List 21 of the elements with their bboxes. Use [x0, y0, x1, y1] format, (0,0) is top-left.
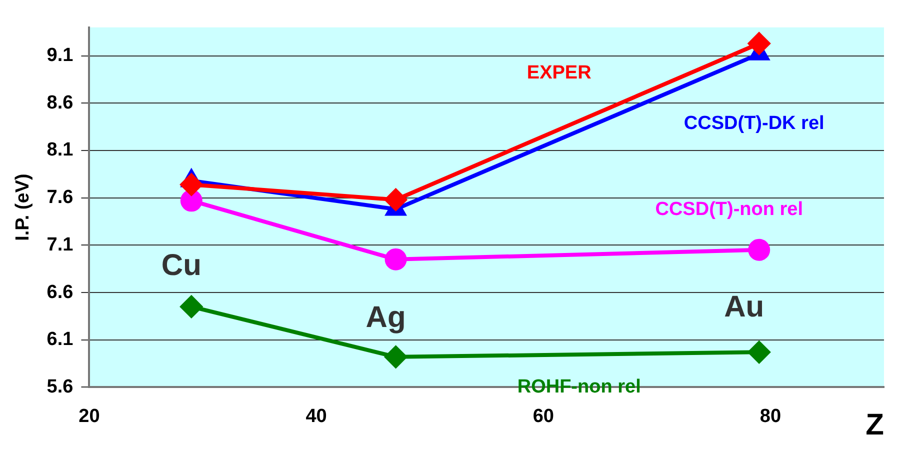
x-tick-label: 40 [306, 406, 327, 427]
y-axis-title: I.P. (eV) [12, 174, 34, 241]
y-tick-label: 7.6 [46, 187, 74, 208]
y-tick-label: 8.1 [46, 140, 74, 161]
annotation: Cu [161, 248, 202, 282]
series-label: EXPER [526, 62, 592, 84]
annotation: Au [724, 290, 764, 324]
y-tick-label: 6.6 [46, 282, 74, 303]
x-axis-title: Z [866, 408, 884, 442]
annotation: Ag [366, 301, 406, 334]
x-tick-label: 20 [78, 406, 100, 427]
y-tick-label: 7.1 [46, 234, 74, 256]
series-label: CCSD(T)-DK rel [684, 113, 824, 134]
x-tick-label: 80 [760, 406, 782, 427]
y-tick-label: 5.6 [46, 376, 74, 398]
x-tick-label: 60 [532, 406, 554, 427]
series-label: CCSD(T)-non rel [655, 199, 803, 220]
y-tick-label: 9.1 [46, 45, 74, 66]
y-tick-label: 6.1 [46, 329, 74, 350]
y-tick-label: 8.6 [46, 92, 74, 114]
series-label: ROHF-non rel [517, 376, 641, 398]
